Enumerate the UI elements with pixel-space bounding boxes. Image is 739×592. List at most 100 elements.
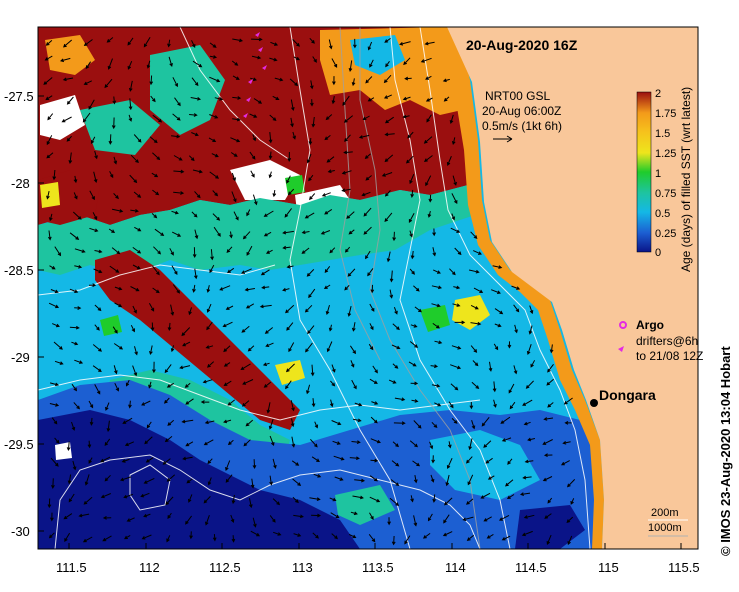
current-arrow — [352, 38, 357, 49]
current-arrow — [402, 96, 411, 101]
current-arrow — [325, 114, 333, 121]
current-arrow — [63, 513, 73, 520]
current-arrow — [434, 402, 442, 407]
current-arrow — [100, 456, 111, 463]
current-arrow — [308, 137, 313, 146]
current-arrow — [549, 344, 554, 354]
current-arrow — [141, 400, 151, 406]
current-arrow — [128, 400, 132, 409]
current-arrow — [308, 193, 316, 201]
current-arrow — [91, 136, 96, 145]
current-arrow — [290, 117, 294, 128]
current-arrow — [126, 517, 135, 522]
current-arrow — [451, 193, 458, 205]
current-arrow — [369, 323, 374, 331]
current-arrow — [206, 303, 212, 313]
drifter-legend-arrow — [618, 346, 624, 352]
current-arrow — [232, 38, 244, 43]
current-arrow — [351, 440, 361, 445]
current-arrow — [411, 399, 419, 403]
current-arrow — [185, 441, 194, 447]
place-marker — [590, 399, 598, 407]
current-arrow — [410, 381, 419, 386]
current-arrow — [341, 170, 352, 175]
current-arrow — [452, 303, 461, 307]
current-arrow — [209, 42, 217, 48]
current-arrow — [262, 362, 270, 367]
current-arrow — [513, 304, 520, 313]
current-arrow — [506, 494, 515, 500]
current-arrow — [165, 496, 174, 506]
current-arrow — [331, 364, 336, 373]
current-arrow — [209, 171, 220, 179]
current-arrow — [368, 533, 376, 543]
current-arrow — [284, 208, 292, 218]
current-arrow — [494, 323, 502, 328]
current-arrow — [72, 211, 82, 220]
current-arrow — [384, 154, 394, 163]
current-arrow — [286, 264, 294, 269]
current-arrow — [207, 361, 215, 368]
current-arrow — [212, 534, 217, 542]
current-arrow — [514, 324, 518, 334]
current-arrow — [483, 516, 492, 522]
current-arrow — [320, 230, 331, 235]
current-arrow — [352, 495, 364, 500]
colorbar-tick: 1.5 — [655, 128, 670, 140]
current-arrow — [367, 41, 373, 51]
current-arrow — [469, 401, 474, 410]
current-arrow — [127, 37, 134, 46]
current-arrow — [250, 77, 257, 82]
current-arrow — [312, 56, 317, 63]
current-arrow — [329, 399, 334, 408]
current-arrow — [231, 60, 239, 66]
current-arrow — [59, 57, 71, 63]
current-arrow — [480, 492, 491, 499]
current-arrow — [194, 268, 198, 280]
current-arrow — [249, 151, 256, 160]
current-arrow — [364, 153, 371, 160]
current-arrow — [431, 303, 441, 308]
current-arrow — [232, 117, 241, 122]
current-arrow — [132, 264, 141, 270]
current-arrow — [432, 228, 436, 237]
current-arrow — [384, 37, 391, 43]
current-arrow — [325, 304, 330, 315]
current-arrow — [189, 531, 193, 540]
current-arrow — [83, 39, 93, 47]
isobath-3000m — [179, 27, 291, 161]
current-arrow — [231, 494, 236, 505]
current-arrow — [93, 268, 103, 274]
current-arrow — [203, 496, 211, 504]
current-arrow — [350, 511, 358, 516]
current-arrow — [287, 188, 295, 196]
current-arrow — [370, 416, 378, 424]
current-arrow — [67, 474, 72, 485]
current-arrow — [344, 134, 351, 142]
current-arrow — [286, 322, 294, 331]
current-arrow — [472, 360, 479, 367]
current-arrow — [219, 285, 231, 291]
current-arrow — [209, 76, 221, 83]
current-arrow — [282, 287, 290, 292]
current-arrow — [351, 78, 356, 87]
current-arrow — [124, 534, 131, 540]
lat-tick-label: -30 — [11, 524, 30, 539]
current-arrow — [149, 345, 153, 356]
current-arrow — [311, 513, 322, 518]
current-arrow — [167, 39, 171, 48]
current-arrow — [468, 438, 473, 451]
argo-symbol — [619, 321, 627, 329]
current-arrow — [78, 513, 90, 518]
current-arrow — [194, 191, 201, 199]
current-arrow — [168, 56, 173, 68]
current-arrow — [367, 97, 375, 102]
current-arrow — [324, 208, 333, 215]
current-arrow — [74, 359, 84, 364]
current-arrow — [451, 418, 458, 424]
current-arrow — [448, 401, 454, 409]
current-arrow — [526, 344, 532, 355]
current-arrow — [227, 267, 235, 274]
current-arrow — [314, 421, 319, 429]
cloud-gap-sw — [55, 442, 72, 460]
